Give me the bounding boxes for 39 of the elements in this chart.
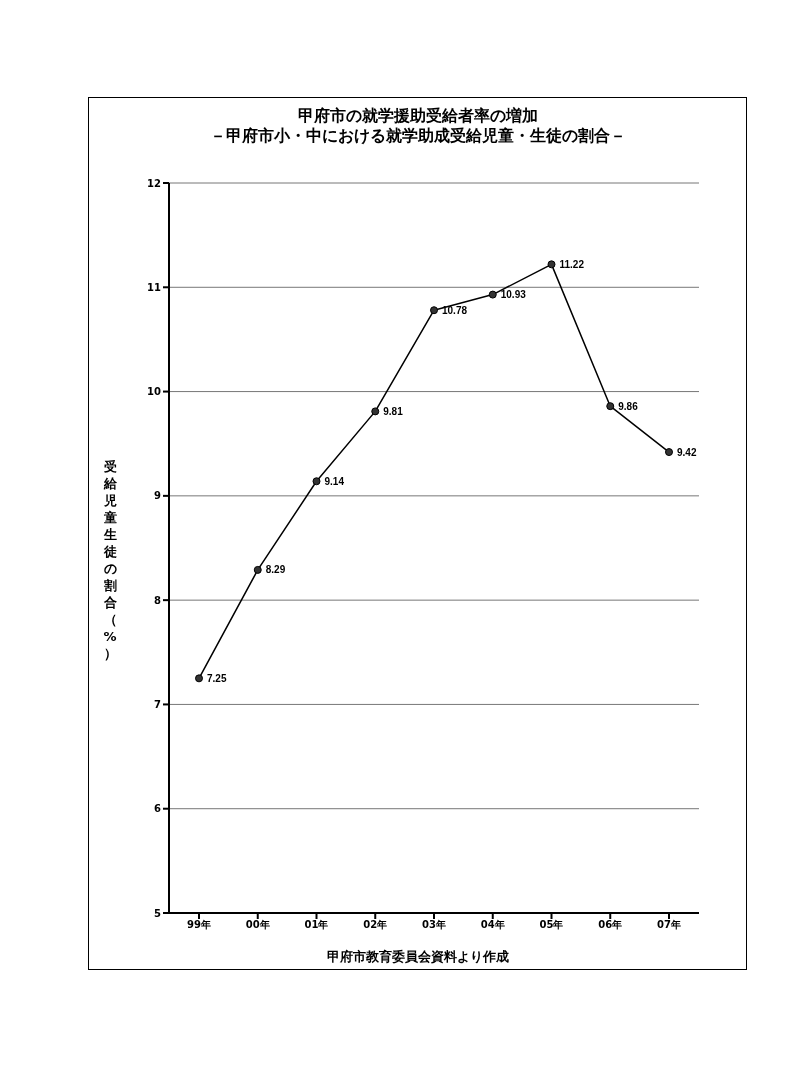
data-label: 7.25: [207, 672, 227, 684]
point: [371, 407, 380, 416]
data-label: 9.42: [677, 446, 697, 458]
data-label: 8.29: [265, 564, 286, 576]
x-tick-label: 03年: [422, 919, 446, 931]
y-tick-label: 10: [147, 386, 162, 398]
point: [195, 674, 203, 683]
x-tick-label: 00年: [245, 919, 270, 931]
text: 受給児童生徒の割合（%）: [103, 459, 117, 661]
point: [253, 565, 262, 574]
data-label: 10.78: [442, 304, 468, 316]
x-tick-label: 99年: [187, 919, 211, 931]
point: [488, 290, 497, 299]
y-tick-label: 12: [147, 177, 162, 189]
data-label: 10.93: [500, 289, 527, 301]
point: [606, 402, 615, 411]
point: [312, 477, 321, 486]
point: [430, 306, 438, 315]
y-tick-label: 8: [154, 594, 162, 606]
data-label: 9.86: [618, 400, 639, 412]
x-tick-label: 02年: [363, 919, 388, 931]
y-tick-label: 6: [154, 803, 162, 815]
data-label: 9.14: [324, 475, 345, 487]
data-label: 9.81: [383, 405, 404, 417]
y-tick-label: 11: [147, 281, 162, 293]
point: [547, 260, 556, 269]
point: [665, 448, 673, 457]
y-tick-label: 9: [154, 490, 162, 502]
x-tick-label: 06年: [598, 919, 623, 931]
chart-title: 甲府市の就学援助受給者率の増加: [296, 106, 539, 126]
x-axis-title: 甲府市教育委員会資料より作成: [325, 948, 510, 966]
chart-subtitle: －甲府市小・中における就学助成受給児童・生徒の割合－: [208, 126, 627, 146]
x-tick-label: 07年: [657, 919, 681, 931]
y-tick-label: 7: [154, 698, 162, 710]
x-tick-label: 01年: [304, 919, 329, 931]
x-tick-label: 05年: [539, 919, 564, 931]
y-tick-label: 5: [154, 907, 162, 919]
x-tick-label: 04年: [480, 919, 505, 931]
data-label: 11.22: [559, 258, 585, 270]
